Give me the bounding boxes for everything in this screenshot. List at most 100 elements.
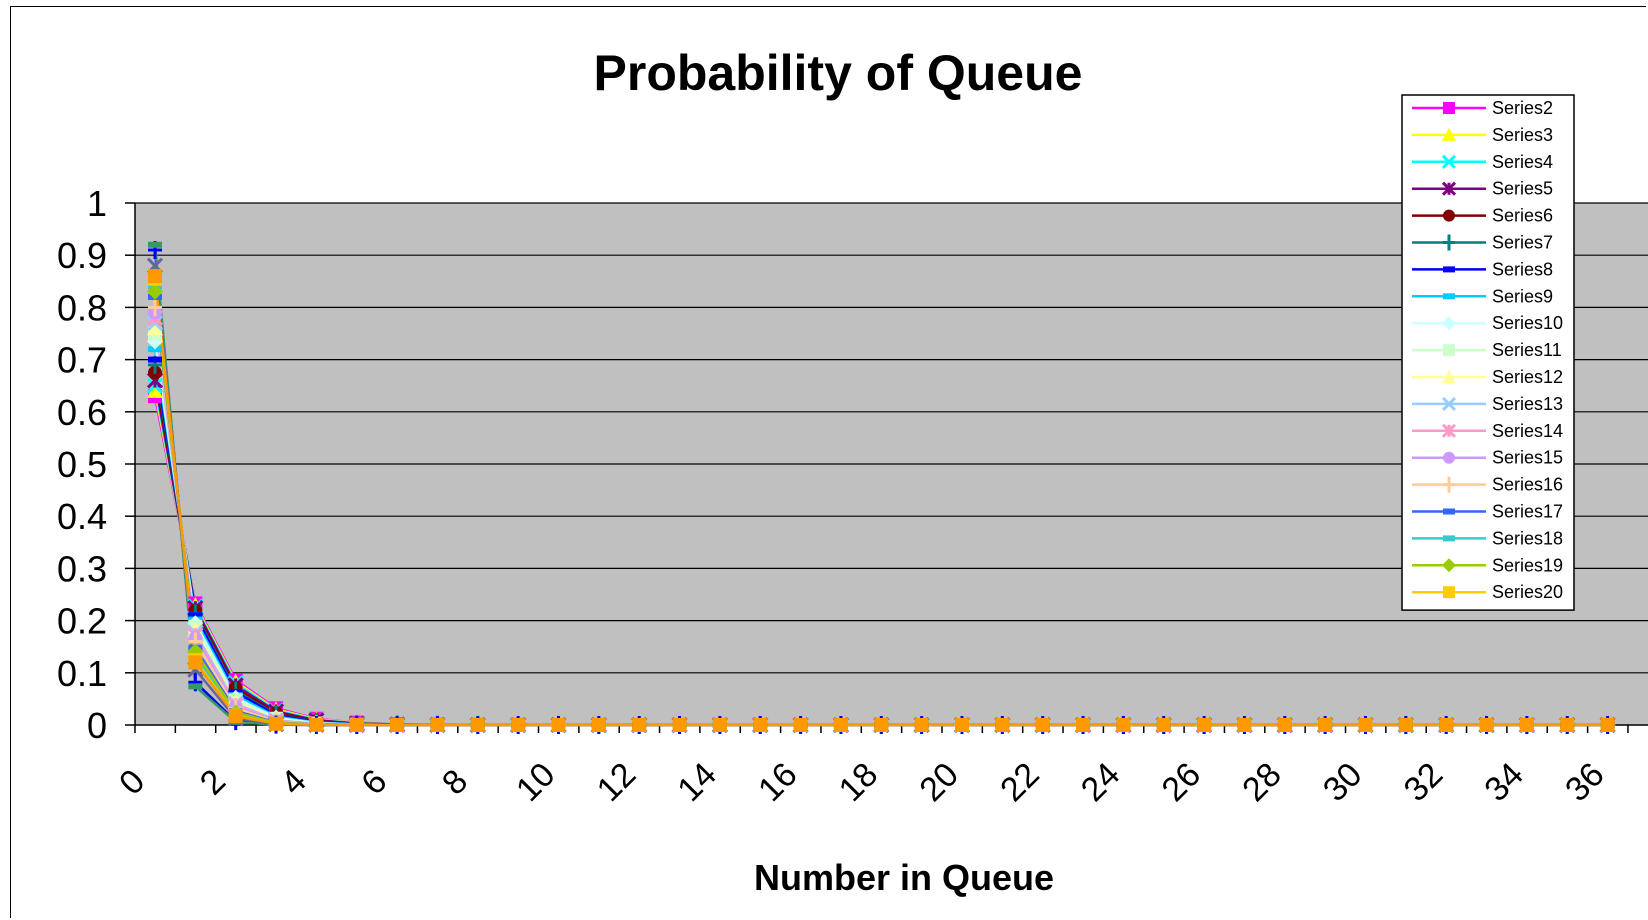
- legend-item: Series4: [1412, 152, 1553, 172]
- legend-box: [1401, 94, 1575, 611]
- x-tick-label: 16: [751, 755, 805, 809]
- x-tick-label: 20: [912, 755, 966, 809]
- data-point: [1443, 209, 1455, 222]
- data-point: [1035, 718, 1050, 732]
- data-point: [632, 718, 647, 732]
- legend-label: Series9: [1492, 286, 1553, 306]
- data-point: [1398, 718, 1413, 732]
- data-point: [1441, 423, 1457, 438]
- legend-label: Series10: [1492, 313, 1563, 333]
- legend-item: Series7: [1412, 233, 1553, 253]
- data-point: [753, 718, 768, 732]
- y-tick-label: 0.3: [57, 548, 107, 589]
- data-point: [390, 718, 405, 732]
- legend-label: Series2: [1492, 98, 1553, 118]
- data-point: [1443, 508, 1455, 515]
- legend-label: Series18: [1492, 528, 1563, 548]
- legend-label: Series13: [1492, 394, 1563, 414]
- legend-label: Series12: [1492, 367, 1563, 387]
- legend-item: Series17: [1412, 502, 1563, 522]
- data-point: [1116, 718, 1131, 732]
- y-tick-label: 0.8: [57, 287, 107, 328]
- data-point: [1443, 586, 1455, 599]
- data-point: [1560, 718, 1575, 732]
- legend-label: Series19: [1492, 555, 1563, 575]
- legend-label: Series4: [1492, 152, 1553, 172]
- legend-item: Series3: [1412, 125, 1553, 145]
- y-tick-label: 0: [87, 705, 107, 746]
- legend-item: Series19: [1412, 555, 1563, 575]
- y-tick-label: 0.6: [57, 392, 107, 433]
- legend-label: Series14: [1492, 421, 1563, 441]
- data-point: [511, 718, 526, 732]
- x-tick-label: 28: [1235, 755, 1289, 809]
- data-point: [309, 717, 324, 732]
- y-tick-label: 0.9: [57, 235, 107, 276]
- data-point: [1439, 718, 1454, 732]
- legend-item: Series11: [1412, 340, 1562, 360]
- legend-label: Series11: [1492, 340, 1562, 360]
- chart-title: Probability of Queue: [594, 45, 1083, 101]
- data-point: [147, 320, 163, 336]
- data-point: [1442, 370, 1456, 383]
- legend-item: Series5: [1412, 179, 1553, 199]
- legend-label: Series8: [1492, 259, 1553, 279]
- data-point: [1442, 127, 1456, 141]
- x-tick-label: 26: [1155, 755, 1209, 809]
- data-point: [591, 718, 606, 732]
- x-tick-label: 24: [1074, 755, 1128, 809]
- data-point: [1277, 718, 1292, 732]
- data-point: [1443, 535, 1455, 542]
- data-point: [1237, 718, 1252, 732]
- legend-item: Series9: [1412, 286, 1553, 306]
- legend-label: Series7: [1492, 233, 1553, 253]
- data-point: [1443, 451, 1455, 464]
- data-point: [1441, 181, 1457, 196]
- legend-item: Series6: [1412, 206, 1553, 226]
- data-point: [228, 709, 243, 724]
- x-tick-label: 0: [112, 762, 152, 802]
- data-point: [269, 716, 284, 731]
- data-point: [148, 298, 162, 317]
- data-point: [914, 718, 929, 732]
- legend-item: Series13: [1412, 394, 1563, 414]
- data-point: [1156, 718, 1171, 732]
- legend: Series2 Series3 Series4 Series5 Series6 Serie…: [1401, 94, 1575, 611]
- data-point: [1519, 718, 1534, 732]
- y-tick-label: 1: [87, 183, 107, 224]
- legend-item: Series14: [1412, 421, 1563, 441]
- data-point: [148, 241, 162, 248]
- data-point: [1443, 293, 1455, 300]
- legend-item: Series10: [1412, 313, 1563, 333]
- data-point: [1443, 102, 1455, 114]
- data-point: [147, 283, 163, 300]
- x-tick-label: 6: [354, 762, 394, 802]
- legend-item: Series16: [1412, 475, 1563, 495]
- y-tick-labels: 0 0.1 0.2 0.3 0.4 0.5 0.6 0.7 0.8 0.9 1: [57, 183, 107, 746]
- data-point: [1076, 718, 1091, 732]
- legend-item: Series12: [1412, 367, 1563, 387]
- data-point: [1479, 718, 1494, 732]
- data-point: [1318, 718, 1333, 732]
- data-point: [1443, 266, 1455, 273]
- data-point: [833, 718, 848, 732]
- data-point: [1441, 396, 1457, 411]
- legend-label: Series3: [1492, 125, 1553, 145]
- data-point: [1443, 234, 1455, 251]
- data-point: [1358, 718, 1373, 732]
- y-tick-label: 0.1: [57, 653, 107, 694]
- y-tick-label: 0.7: [57, 340, 107, 381]
- x-tick-label: 14: [670, 755, 724, 809]
- data-point: [470, 718, 485, 732]
- y-tick-label: 0.2: [57, 601, 107, 642]
- data-point: [148, 356, 162, 363]
- legend-item: Series8: [1412, 259, 1553, 279]
- y-tick-label: 0.4: [57, 496, 107, 537]
- data-point: [672, 718, 687, 732]
- data-point: [1442, 558, 1456, 573]
- legend-item: Series2: [1412, 98, 1553, 118]
- x-axis-label: Number in Queue: [754, 857, 1054, 898]
- x-tick-label: 30: [1316, 755, 1370, 809]
- data-point: [1441, 154, 1457, 169]
- data-point: [430, 718, 445, 732]
